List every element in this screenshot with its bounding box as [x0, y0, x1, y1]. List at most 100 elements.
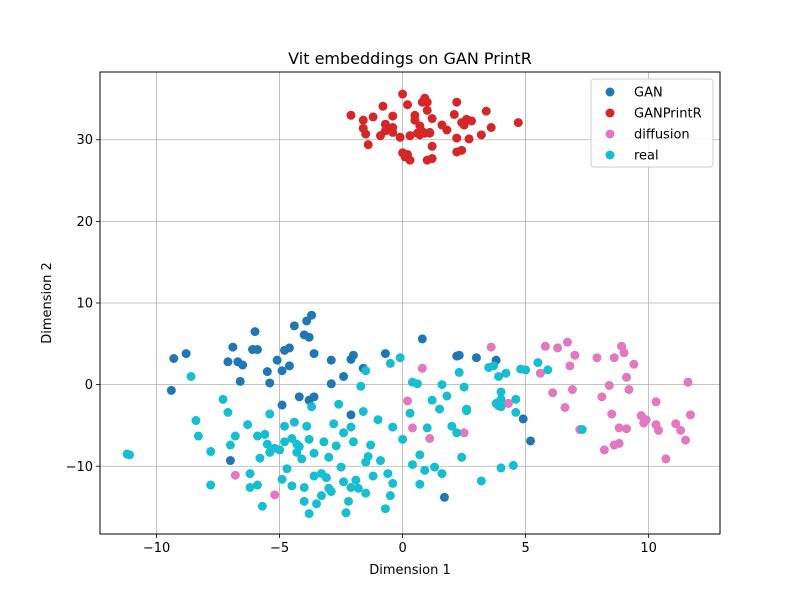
data-point: [380, 349, 390, 359]
data-point: [341, 508, 351, 518]
series-ganprintr: [346, 89, 523, 165]
data-point: [597, 392, 607, 402]
data-point: [361, 129, 371, 139]
data-point: [562, 337, 572, 347]
data-point: [430, 462, 440, 472]
data-point: [403, 100, 413, 110]
data-point: [518, 414, 528, 424]
data-point: [309, 349, 319, 359]
y-tick-label: 10: [76, 297, 93, 312]
data-point: [496, 463, 506, 473]
legend-marker: [605, 150, 615, 160]
data-point: [265, 409, 275, 419]
data-point: [346, 110, 356, 120]
data-point: [250, 327, 260, 337]
data-point: [272, 355, 282, 365]
data-point: [169, 354, 179, 364]
data-point: [368, 112, 378, 122]
data-point: [454, 367, 464, 377]
data-point: [624, 385, 634, 395]
data-point: [513, 118, 523, 128]
data-point: [294, 392, 304, 402]
data-point: [356, 381, 366, 391]
y-tick-label: −10: [66, 460, 93, 475]
data-point: [442, 125, 452, 135]
data-point: [363, 451, 373, 461]
data-point: [503, 398, 513, 408]
data-point: [442, 391, 452, 401]
data-point: [265, 378, 275, 388]
data-point: [565, 361, 575, 371]
data-point: [326, 355, 336, 365]
data-point: [363, 140, 373, 150]
data-point: [467, 116, 477, 126]
data-point: [304, 332, 314, 342]
data-point: [346, 422, 356, 432]
data-point: [476, 130, 486, 140]
data-point: [373, 415, 383, 425]
data-point: [277, 400, 287, 410]
data-point: [289, 321, 299, 331]
data-point: [280, 437, 290, 447]
data-point: [403, 396, 413, 406]
data-point: [535, 368, 545, 378]
data-point: [324, 452, 334, 462]
data-point: [230, 470, 240, 480]
data-point: [218, 394, 228, 404]
data-point: [312, 499, 322, 509]
x-tick-label: −10: [143, 541, 170, 556]
data-point: [410, 110, 420, 120]
data-point: [449, 109, 459, 119]
data-point: [685, 410, 695, 420]
data-point: [619, 348, 629, 358]
data-point: [415, 450, 425, 460]
data-point: [302, 421, 312, 431]
data-point: [193, 431, 203, 441]
legend-label: real: [634, 149, 659, 164]
data-point: [277, 366, 287, 376]
data-point: [405, 408, 415, 418]
data-point: [243, 420, 253, 430]
data-point: [343, 496, 353, 506]
data-point: [607, 409, 617, 419]
data-point: [489, 361, 499, 371]
data-point: [459, 428, 469, 438]
data-point: [427, 114, 437, 124]
data-point: [452, 133, 462, 143]
data-point: [570, 350, 580, 360]
data-point: [420, 465, 430, 475]
data-point: [481, 106, 491, 116]
legend: GAN GANPrintR diffusion real: [590, 78, 714, 168]
data-point: [427, 141, 437, 151]
data-point: [567, 385, 577, 395]
data-point: [309, 471, 319, 481]
data-point: [353, 483, 363, 493]
data-point: [235, 376, 245, 386]
data-point: [331, 441, 341, 451]
data-point: [228, 342, 238, 352]
data-point: [511, 407, 521, 417]
legend-marker: [605, 129, 615, 139]
legend-marker: [605, 108, 615, 118]
data-point: [651, 397, 661, 407]
y-tick-label: 0: [85, 378, 93, 393]
data-point: [422, 423, 432, 433]
data-point: [622, 372, 632, 382]
data-point: [501, 368, 511, 378]
data-point: [206, 447, 216, 457]
legend-label: diffusion: [634, 128, 690, 143]
data-point: [336, 462, 346, 472]
data-point: [181, 349, 191, 359]
data-point: [553, 343, 563, 353]
legend-label: GAN: [634, 86, 663, 101]
data-point: [260, 429, 270, 439]
data-point: [380, 126, 390, 136]
data-point: [511, 394, 521, 404]
data-point: [289, 417, 299, 427]
data-point: [326, 487, 336, 497]
data-point: [609, 353, 619, 363]
data-point: [427, 395, 437, 405]
legend-marker: [605, 87, 615, 97]
